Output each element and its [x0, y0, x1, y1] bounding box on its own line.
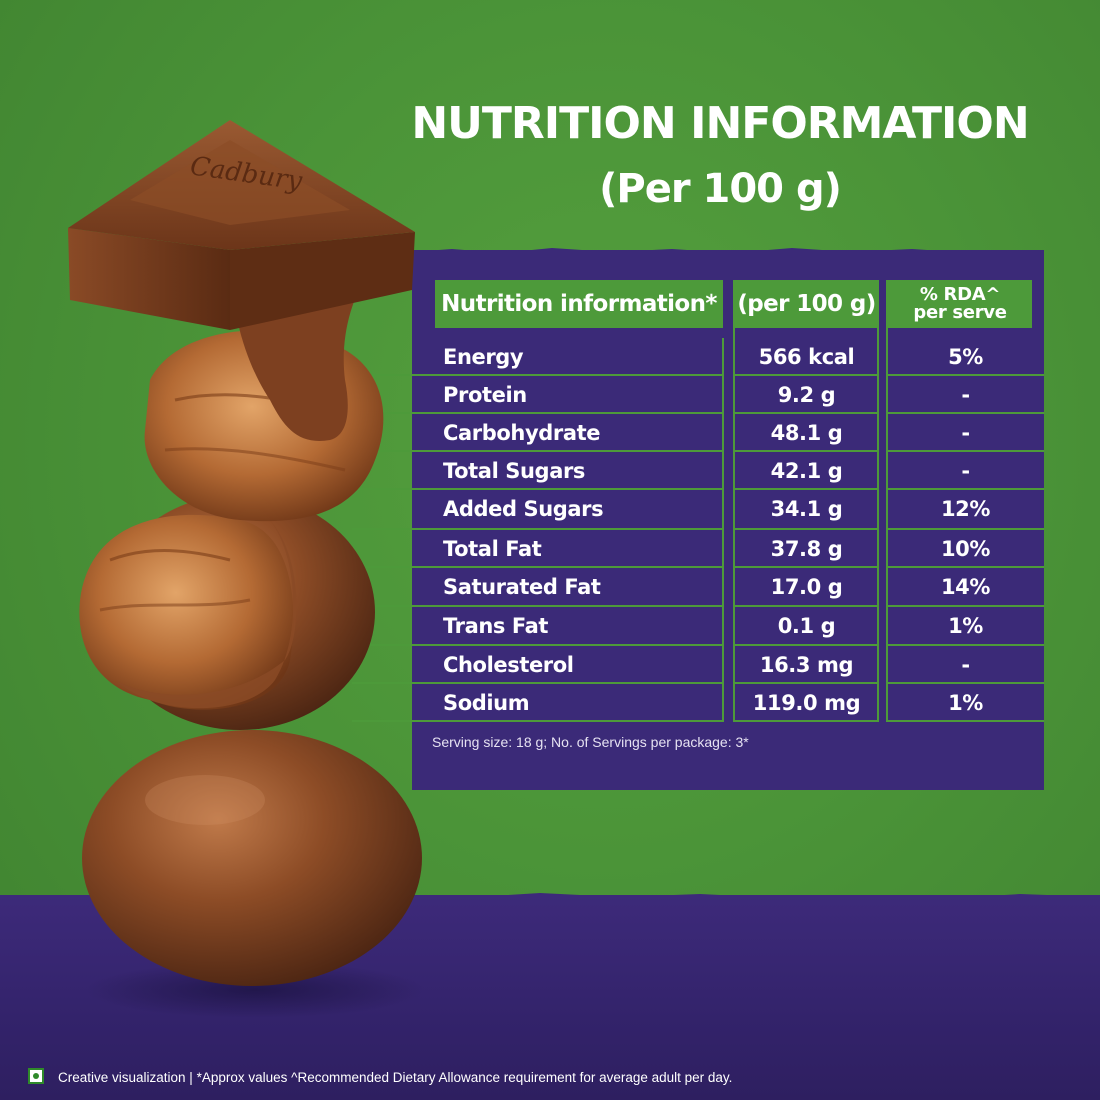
nutrient-value: 566 kcal [758, 345, 855, 369]
nutrient-rda: 1% [948, 691, 983, 715]
nutrient-name: Sodium [443, 691, 530, 715]
nutrient-value: 9.2 g [777, 383, 836, 407]
nutrient-value: 34.1 g [770, 497, 843, 521]
nutrient-value: 17.0 g [770, 575, 843, 599]
table-row: Trans Fat 0.1 g 1% [0, 607, 1100, 645]
table-row: Total Fat 37.8 g 10% [0, 530, 1100, 568]
row-divider [733, 450, 879, 452]
row-divider [352, 720, 723, 722]
row-divider [886, 528, 1044, 530]
serving-note: Serving size: 18 g; No. of Servings per … [432, 734, 749, 750]
nutrient-rda: 10% [940, 537, 991, 561]
table-row: Saturated Fat 17.0 g 14% [0, 568, 1100, 606]
page-subtitle: (Per 100 g) [599, 166, 842, 212]
row-divider [352, 450, 723, 452]
row-divider [886, 682, 1044, 684]
row-divider [352, 566, 723, 568]
header-rda-line1: % RDA^ [919, 284, 1001, 305]
header-nutrition-information: Nutrition information* [435, 280, 723, 328]
row-divider [886, 488, 1044, 490]
row-divider [886, 605, 1044, 607]
table-row: Carbohydrate 48.1 g - [0, 414, 1100, 452]
row-divider [886, 720, 1044, 722]
nutrient-name: Total Fat [443, 537, 542, 561]
row-divider [886, 412, 1044, 414]
row-divider [733, 412, 879, 414]
table-row: Cholesterol 16.3 mg - [0, 646, 1100, 684]
nutrient-rda: - [961, 653, 970, 677]
vegetarian-mark-icon [28, 1068, 44, 1084]
nutrient-name: Carbohydrate [443, 421, 601, 445]
row-divider [352, 488, 723, 490]
page-title: NUTRITION INFORMATION [411, 98, 1029, 149]
row-divider [733, 644, 879, 646]
nutrient-rda: - [961, 421, 970, 445]
row-divider [733, 682, 879, 684]
nutrient-rda: 12% [940, 497, 991, 521]
row-divider [733, 488, 879, 490]
footer-note: Creative visualization | *Approx values … [58, 1070, 733, 1085]
header-rda-line2: per serve [913, 302, 1007, 323]
header-rda: % RDA^ per serve [888, 280, 1032, 328]
column-divider [733, 280, 735, 722]
nutrient-name: Cholesterol [443, 653, 574, 677]
row-divider [352, 528, 723, 530]
table-row: Energy 566 kcal 5% [0, 338, 1100, 376]
nutrient-name: Energy [443, 345, 524, 369]
row-divider [352, 644, 723, 646]
nutrient-value: 48.1 g [770, 421, 843, 445]
row-divider [733, 374, 879, 376]
nutrient-name: Protein [443, 383, 527, 407]
row-divider [352, 412, 723, 414]
nutrient-rda: - [961, 459, 970, 483]
nutrient-value: 16.3 mg [759, 653, 854, 677]
nutrient-rda: 14% [940, 575, 991, 599]
nutrient-value: 37.8 g [770, 537, 843, 561]
nutrient-name: Added Sugars [443, 497, 604, 521]
column-divider [722, 338, 724, 722]
nutrition-panel [412, 250, 1044, 790]
nutrient-value: 0.1 g [777, 614, 836, 638]
header-per-100g: (per 100 g) [735, 280, 878, 328]
row-divider [886, 644, 1044, 646]
table-row: Protein 9.2 g - [0, 376, 1100, 414]
nutrient-rda: 5% [948, 345, 983, 369]
row-divider [352, 374, 723, 376]
row-divider [886, 450, 1044, 452]
nutrient-value: 42.1 g [770, 459, 843, 483]
nutrient-rda: 1% [948, 614, 983, 638]
nutrient-value: 119.0 mg [752, 691, 861, 715]
row-divider [886, 566, 1044, 568]
column-divider [886, 280, 888, 722]
row-divider [886, 374, 1044, 376]
column-divider [877, 280, 879, 722]
nutrient-name: Trans Fat [443, 614, 549, 638]
table-row: Sodium 119.0 mg 1% [0, 684, 1100, 722]
row-divider [352, 605, 723, 607]
row-divider [733, 566, 879, 568]
nutrient-name: Saturated Fat [443, 575, 601, 599]
row-divider [733, 528, 879, 530]
nutrient-rda: - [961, 383, 970, 407]
nutrient-name: Total Sugars [443, 459, 586, 483]
row-divider [733, 720, 879, 722]
table-row: Added Sugars 34.1 g 12% [0, 490, 1100, 528]
row-divider [352, 682, 723, 684]
row-divider [733, 605, 879, 607]
table-row: Total Sugars 42.1 g - [0, 452, 1100, 490]
